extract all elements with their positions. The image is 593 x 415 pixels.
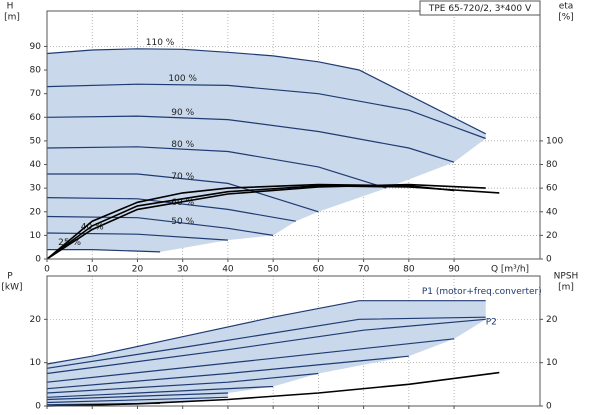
x-tick-label: 80 <box>403 265 415 275</box>
operating-area <box>47 300 486 405</box>
curve <box>46 316 486 369</box>
y2-axis-label: NPSH <box>554 272 579 282</box>
y-axis-label: P <box>7 272 13 282</box>
secondary-curve <box>46 183 486 260</box>
curve-label: P1 (motor+freq.converter) <box>422 287 542 297</box>
curve-label: 100 % <box>168 74 197 84</box>
curve <box>46 197 296 222</box>
curve <box>46 392 228 401</box>
operating-area <box>47 48 486 252</box>
curve <box>46 48 486 135</box>
y-tick-label: 0 <box>35 255 41 265</box>
curve-label: 110 % <box>146 38 175 48</box>
x-tick-label: 10 <box>87 265 99 275</box>
curve <box>46 83 486 140</box>
curve-label: P2 <box>486 318 497 328</box>
curve <box>46 396 228 404</box>
y2-tick-label: 100 <box>546 136 563 146</box>
curve-label: 50 % <box>171 217 194 227</box>
x-tick-label: 70 <box>358 265 370 275</box>
plot-frame <box>46 10 541 260</box>
curve-label: 90 % <box>171 108 194 118</box>
y-tick-label: 80 <box>30 66 42 76</box>
y2-tick-label: 80 <box>546 160 558 170</box>
curve <box>46 338 455 383</box>
y2-tick-label: 20 <box>546 231 558 241</box>
curve <box>46 355 409 390</box>
y-tick-label: 50 <box>30 136 42 146</box>
y2-axis-unit: [%] <box>558 13 574 23</box>
y-tick-label: 70 <box>30 89 42 99</box>
curve <box>46 146 387 189</box>
x-tick-label: 60 <box>313 265 325 275</box>
secondary-curve <box>46 371 500 407</box>
y-tick-label: 0 <box>35 402 41 412</box>
y-tick-label: 40 <box>30 160 42 170</box>
y2-axis-unit: [m] <box>558 283 574 293</box>
y2-tick-label: 10 <box>546 358 558 368</box>
x-tick-label: 40 <box>222 265 234 275</box>
y2-tick-label: 0 <box>546 255 552 265</box>
x-axis-label: Q [m³/h] <box>491 265 529 275</box>
curve-label: 40 % <box>81 223 104 233</box>
y2-tick-label: 0 <box>546 402 552 412</box>
y2-tick-label: 40 <box>546 207 558 217</box>
x-tick-label: 90 <box>448 265 460 275</box>
x-tick-label: 20 <box>132 265 144 275</box>
x-tick-label: 30 <box>177 265 189 275</box>
y-axis-label: H <box>7 2 14 12</box>
y2-tick-label: 60 <box>546 184 558 194</box>
x-tick-label: 50 <box>267 265 279 275</box>
y-axis-unit: [m] <box>4 13 20 23</box>
y-tick-label: 20 <box>30 315 42 325</box>
title-box <box>419 0 541 16</box>
curve <box>46 372 319 394</box>
curve <box>46 215 274 236</box>
curve <box>47 173 319 213</box>
curve <box>46 318 486 375</box>
plot-frame <box>46 275 541 407</box>
y2-tick-label: 20 <box>546 315 558 325</box>
y-tick-label: 30 <box>30 184 42 194</box>
y-tick-label: 20 <box>30 207 42 217</box>
y2-axis-label: eta <box>559 2 574 12</box>
y-axis-unit: [kW] <box>1 283 22 293</box>
y-tick-label: 60 <box>30 113 42 123</box>
y-tick-label: 90 <box>30 42 42 52</box>
curve <box>46 300 486 365</box>
curve-label: 60 % <box>171 198 194 208</box>
y-tick-label: 10 <box>30 231 42 241</box>
x-tick-label: 0 <box>44 265 50 275</box>
curve-label: 70 % <box>171 172 194 182</box>
secondary-curve <box>46 184 500 260</box>
curve <box>46 115 455 163</box>
y-tick-label: 10 <box>30 358 42 368</box>
chart-title: TPE 65-720/2, 3*400 V <box>428 4 532 14</box>
curve-label: 80 % <box>171 140 194 150</box>
curve <box>46 385 274 398</box>
